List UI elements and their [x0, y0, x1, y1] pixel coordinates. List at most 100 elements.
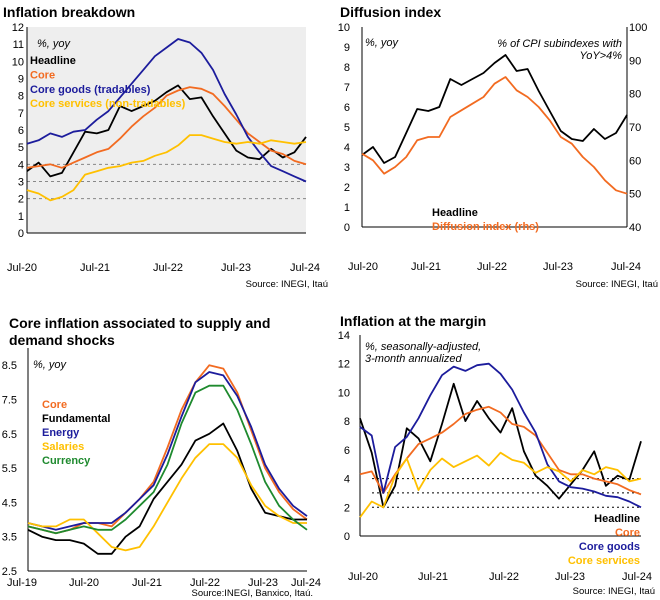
x-tick-label: Jul-24 — [290, 262, 320, 274]
series-line-salaries — [27, 443, 307, 552]
series-line-core-services-non-tradables — [26, 134, 307, 202]
legend-entry: Core — [615, 527, 640, 539]
x-tick-label: Jul-20 — [69, 577, 99, 589]
x-tick-label: Jul-21 — [418, 571, 448, 583]
x-tick-label: Jul-23 — [221, 262, 251, 274]
y2-tick-label: 50 — [629, 189, 641, 201]
y2-tick-label: 70 — [629, 122, 641, 134]
series-line-core-services — [359, 451, 642, 518]
rhs-unit-label: % of CPI subindexes with — [497, 38, 622, 50]
y-tick-label: 6 — [18, 125, 24, 137]
series-line-energy — [27, 371, 308, 531]
y-tick-label: 3.5 — [2, 532, 17, 544]
x-tick-label: Jul-23 — [543, 261, 573, 273]
y-tick-label: 3 — [18, 177, 24, 189]
inflation-margin-chart: 0 2 4 6 8 10 12 14 Jul-20 Jul-21 Jul-22 Jul-23 Jul-2… — [338, 330, 655, 597]
x-tick-label: Jul-24 — [611, 261, 641, 273]
legend-entry: Diffusion index (rhs) — [432, 221, 539, 233]
y-tick-label: 8 — [344, 62, 350, 74]
y-tick-label: 11 — [13, 39, 24, 51]
panel-inflation-breakdown: Inflation breakdown 0 1 2 3 4 5 6 7 8 9 10 11 12 Jul-… — [0, 0, 330, 295]
diffusion-index-chart: 0 1 2 3 4 5 6 7 8 9 10 40 50 60 70 80 90 100 Jul-20 Jul-21 J… — [338, 22, 658, 290]
x-tick-label: Jul-24 — [291, 577, 321, 589]
y-tick-label: 12 — [338, 359, 350, 371]
unit-label: %, yoy — [33, 359, 68, 371]
y-tick-label: 3 — [344, 162, 350, 174]
y-tick-label: 6.5 — [2, 429, 17, 441]
legend-entry: Core — [42, 399, 67, 411]
x-tick-label: Jul-23 — [248, 577, 278, 589]
legend-entry: Core goods — [579, 541, 640, 553]
panel-diffusion-index: Diffusion index 0 1 2 3 4 5 6 7 8 9 10 40 50 60 70 80 90… — [330, 0, 660, 295]
y-tick-label: 6 — [344, 102, 350, 114]
y2-tick-label: 100 — [629, 22, 647, 34]
x-tick-label: Jul-23 — [555, 571, 585, 583]
x-tick-label: Jul-21 — [132, 577, 162, 589]
y-tick-label: 9 — [18, 74, 24, 86]
y-tick-label: 10 — [12, 56, 24, 68]
rhs-unit-label: YoY>4% — [579, 50, 622, 62]
series-line-fundamental — [27, 422, 307, 555]
legend-entry: Fundamental — [42, 413, 110, 425]
y-tick-label: 0 — [344, 531, 350, 543]
series-line-headline — [361, 54, 628, 164]
source-note: Source: INEGI, Itaú — [576, 279, 658, 290]
y-tick-label: 12 — [12, 22, 24, 34]
y-tick-label: 2 — [18, 194, 24, 206]
series-line-diffusion-index-rhs — [361, 76, 628, 195]
y-tick-label: 2 — [344, 182, 350, 194]
y-tick-label: 7.5 — [2, 394, 17, 406]
y-tick-label: 7 — [18, 108, 24, 120]
series-line-currency — [27, 384, 308, 535]
panel-core-supply-demand: Core inflation associated to supply and … — [0, 300, 330, 600]
y-tick-label: 0 — [18, 228, 24, 240]
legend-entry: Headline — [594, 513, 640, 525]
x-tick-label: Jul-19 — [7, 577, 37, 589]
unit-label: %, yoy — [37, 38, 72, 50]
series-line-headline — [359, 382, 642, 509]
chart-title: Inflation at the margin — [340, 313, 487, 329]
y-tick-label: 1 — [344, 202, 350, 214]
y-tick-label: 10 — [338, 22, 350, 34]
x-tick-label: Jul-24 — [622, 571, 652, 583]
y-tick-label: 4 — [18, 159, 24, 171]
legend-entry: Core services — [568, 555, 640, 567]
y-tick-label: 4.5 — [2, 497, 17, 509]
x-tick-label: Jul-21 — [80, 262, 110, 274]
x-tick-label: Jul-22 — [190, 577, 220, 589]
y-tick-label: 14 — [338, 330, 350, 342]
unit-label: 3-month annualized — [365, 353, 463, 365]
y-tick-label: 8.5 — [2, 360, 17, 372]
x-tick-label: Jul-22 — [477, 261, 507, 273]
x-tick-label: Jul-22 — [489, 571, 519, 583]
y-tick-label: 7 — [344, 82, 350, 94]
core-supply-demand-chart: 2.5 3.5 4.5 5.5 6.5 7.5 8.5 Jul-19 Jul-20 Jul-21 J… — [2, 348, 321, 599]
series-line-core-goods-tradables — [26, 38, 307, 183]
legend-entry: Core goods (tradables) — [30, 84, 151, 96]
y-tick-label: 2.5 — [2, 566, 17, 578]
legend-entry: Core — [30, 69, 55, 81]
x-tick-label: Jul-20 — [348, 571, 378, 583]
unit-label: %, yoy — [365, 37, 400, 49]
chart-title: Diffusion index — [340, 4, 442, 20]
y-tick-label: 0 — [344, 222, 350, 234]
unit-label: %, seasonally-adjusted, — [365, 341, 481, 353]
y-tick-label: 8 — [18, 91, 24, 103]
chart-title: Inflation breakdown — [3, 4, 136, 20]
legend-entry: Core services (non-tradables) — [30, 98, 186, 110]
chart-title: Core inflation associated to supply and … — [9, 315, 271, 348]
y-tick-label: 4 — [344, 142, 350, 154]
y-tick-label: 2 — [344, 502, 350, 514]
series-line-core-goods — [359, 362, 642, 509]
x-tick-label: Jul-20 — [348, 261, 378, 273]
y2-tick-label: 40 — [629, 222, 641, 234]
y2-tick-label: 90 — [629, 55, 641, 67]
y-tick-label: 8 — [344, 416, 350, 428]
series-line-headline — [26, 84, 307, 178]
y-tick-label: 5.5 — [2, 463, 17, 475]
legend-entry: Salaries — [42, 441, 84, 453]
y2-tick-label: 80 — [629, 89, 641, 101]
x-tick-label: Jul-20 — [7, 262, 37, 274]
series-line-core — [26, 86, 307, 169]
